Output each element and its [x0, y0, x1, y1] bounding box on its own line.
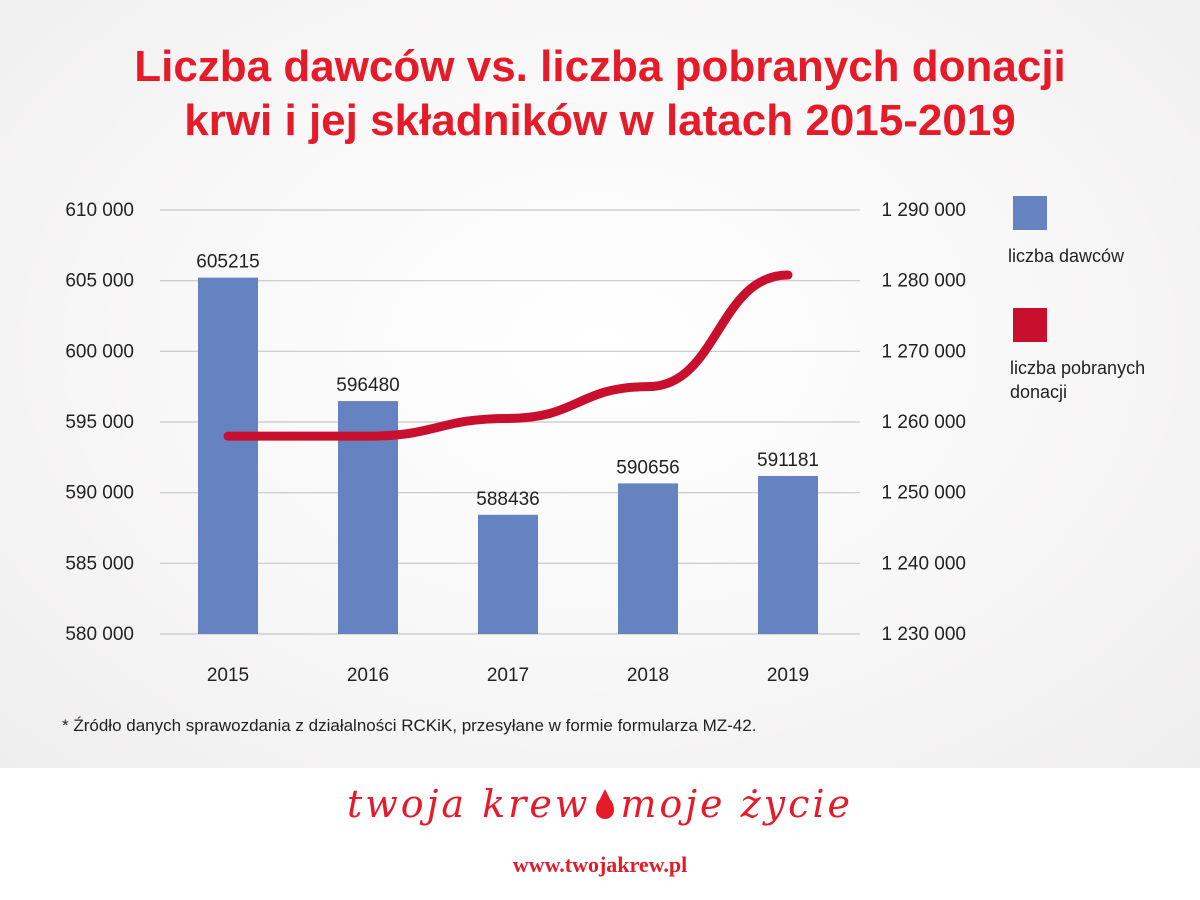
y-tick-label-right: 1 270 000 — [881, 341, 966, 362]
x-tick-label: 2015 — [207, 665, 249, 686]
slogan: twoja krew moje życie — [0, 782, 1200, 826]
chart-title: Liczba dawców vs. liczba pobranych donac… — [0, 40, 1200, 148]
website-link[interactable]: www.twojakrew.pl — [512, 852, 688, 877]
bar — [618, 483, 678, 634]
bar-value-label: 590656 — [616, 457, 679, 478]
y-tick-label-right: 1 280 000 — [881, 271, 966, 292]
bar-value-label: 588436 — [476, 489, 539, 510]
legend-label-donations: liczba pobranych donacji — [1010, 356, 1145, 404]
y-tick-label-left: 595 000 — [65, 412, 134, 433]
y-tick-label-left: 605 000 — [65, 271, 134, 292]
y-tick-label-right: 1 260 000 — [881, 412, 966, 433]
source-footnote: * Źródło danych sprawozdania z działalno… — [62, 716, 757, 735]
title-line-1: Liczba dawców vs. liczba pobranych donac… — [134, 42, 1066, 91]
slogan-part-2: moje życie — [620, 782, 854, 826]
legend-label-donations-line-2: donacji — [1010, 382, 1068, 402]
bar-value-label: 596480 — [336, 375, 399, 396]
y-tick-label-right: 1 230 000 — [881, 624, 966, 645]
x-tick-label: 2016 — [347, 665, 389, 686]
y-tick-label-right: 1 250 000 — [881, 483, 966, 504]
y-tick-label-left: 600 000 — [65, 341, 134, 362]
title-line-2: krwi i jej składników w latach 2015-2019 — [184, 96, 1016, 145]
bar-value-label: 605215 — [196, 252, 259, 273]
bar — [758, 475, 818, 634]
y-tick-label-right: 1 290 000 — [881, 200, 966, 221]
legend-label-donations-line-1: liczba pobranych — [1010, 358, 1146, 378]
x-tick-label: 2018 — [627, 665, 669, 686]
bar — [478, 514, 538, 634]
legend-swatch-donors — [1013, 196, 1047, 230]
x-tick-label: 2019 — [767, 665, 809, 686]
line-series-donations — [223, 270, 793, 441]
y-tick-label-left: 610 000 — [65, 200, 134, 221]
y-tick-label-left: 580 000 — [65, 624, 134, 645]
combo-chart: 580 000 1 230 000 585 000 1 240 000 590 000 1… — [65, 200, 966, 686]
slogan-part-1: twoja krew — [346, 782, 591, 826]
blood-drop-icon — [596, 789, 615, 819]
legend-label-donors: liczba dawców — [1008, 246, 1125, 266]
bar — [198, 277, 258, 634]
y-tick-label-left: 585 000 — [65, 553, 134, 574]
bar-value-label: 591181 — [757, 450, 819, 471]
x-tick-label: 2017 — [487, 665, 529, 686]
y-tick-label-left: 590 000 — [65, 483, 134, 504]
y-tick-label-right: 1 240 000 — [881, 553, 966, 574]
legend-swatch-donations — [1013, 308, 1047, 342]
